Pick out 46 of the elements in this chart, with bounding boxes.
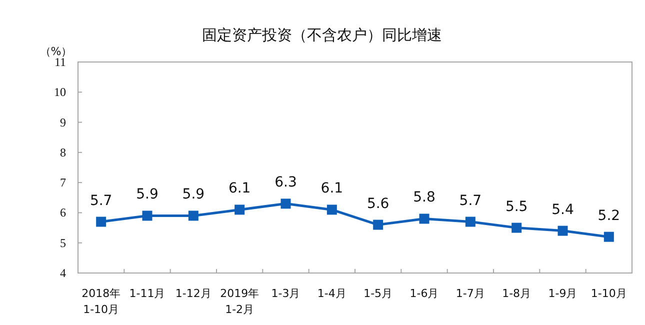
y-tick-label: 10	[54, 85, 66, 100]
data-label: 6.1	[320, 180, 344, 197]
data-label: 5.8	[413, 190, 436, 206]
y-tick-label: 4	[60, 266, 66, 280]
y-tick-label: 7	[60, 176, 66, 190]
point	[373, 220, 384, 230]
x-tick-label: 1-6月	[410, 287, 439, 300]
point	[465, 216, 476, 227]
data-label: 6.1	[228, 180, 251, 197]
x-tick-label: 1-11月	[129, 287, 166, 300]
x-tick-label: 2019年 1-2月	[220, 287, 260, 316]
y-axis-title: （%）	[40, 45, 72, 58]
data-label: 5.4	[552, 202, 574, 218]
data-label: 5.7	[90, 192, 112, 209]
x-tick-label: 2018年 1-10月	[82, 287, 121, 316]
data-label: 5.6	[366, 196, 390, 212]
x-tick-label: 1-5月	[364, 287, 393, 300]
point	[512, 222, 522, 233]
point	[280, 198, 291, 209]
data-label: 5.5	[505, 198, 528, 215]
y-tick-label: 5	[60, 236, 66, 250]
point	[188, 210, 198, 221]
data-label: 5.9	[182, 186, 205, 203]
y-tick-label: 8	[60, 145, 66, 160]
x-tick-label: 1-9月	[548, 287, 578, 300]
y-tick-label: 6	[60, 206, 66, 220]
x-tick-label: 1-4月	[317, 287, 346, 300]
point	[142, 210, 152, 221]
data-label: 5.7	[459, 192, 482, 209]
point	[604, 232, 614, 242]
point	[558, 226, 568, 236]
data-label: 5.9	[136, 186, 158, 203]
y-tick-label: 11	[54, 55, 66, 69]
chart-title: 固定资产投资（不含农户）同比增速	[202, 26, 442, 44]
y-tick-label: 9	[60, 115, 66, 130]
x-tick-label: 1-8月	[502, 287, 532, 300]
x-tick-label: 1-7月	[456, 287, 485, 300]
point	[419, 214, 430, 224]
x-tick-label: 1-10月	[590, 287, 627, 300]
point	[234, 204, 245, 215]
data-label: 6.3	[274, 174, 297, 191]
data-label: 5.2	[598, 208, 620, 224]
point	[326, 204, 337, 215]
point	[96, 216, 106, 227]
x-tick-label: 1-3月	[271, 287, 300, 300]
x-tick-label: 1-12月	[175, 287, 212, 300]
